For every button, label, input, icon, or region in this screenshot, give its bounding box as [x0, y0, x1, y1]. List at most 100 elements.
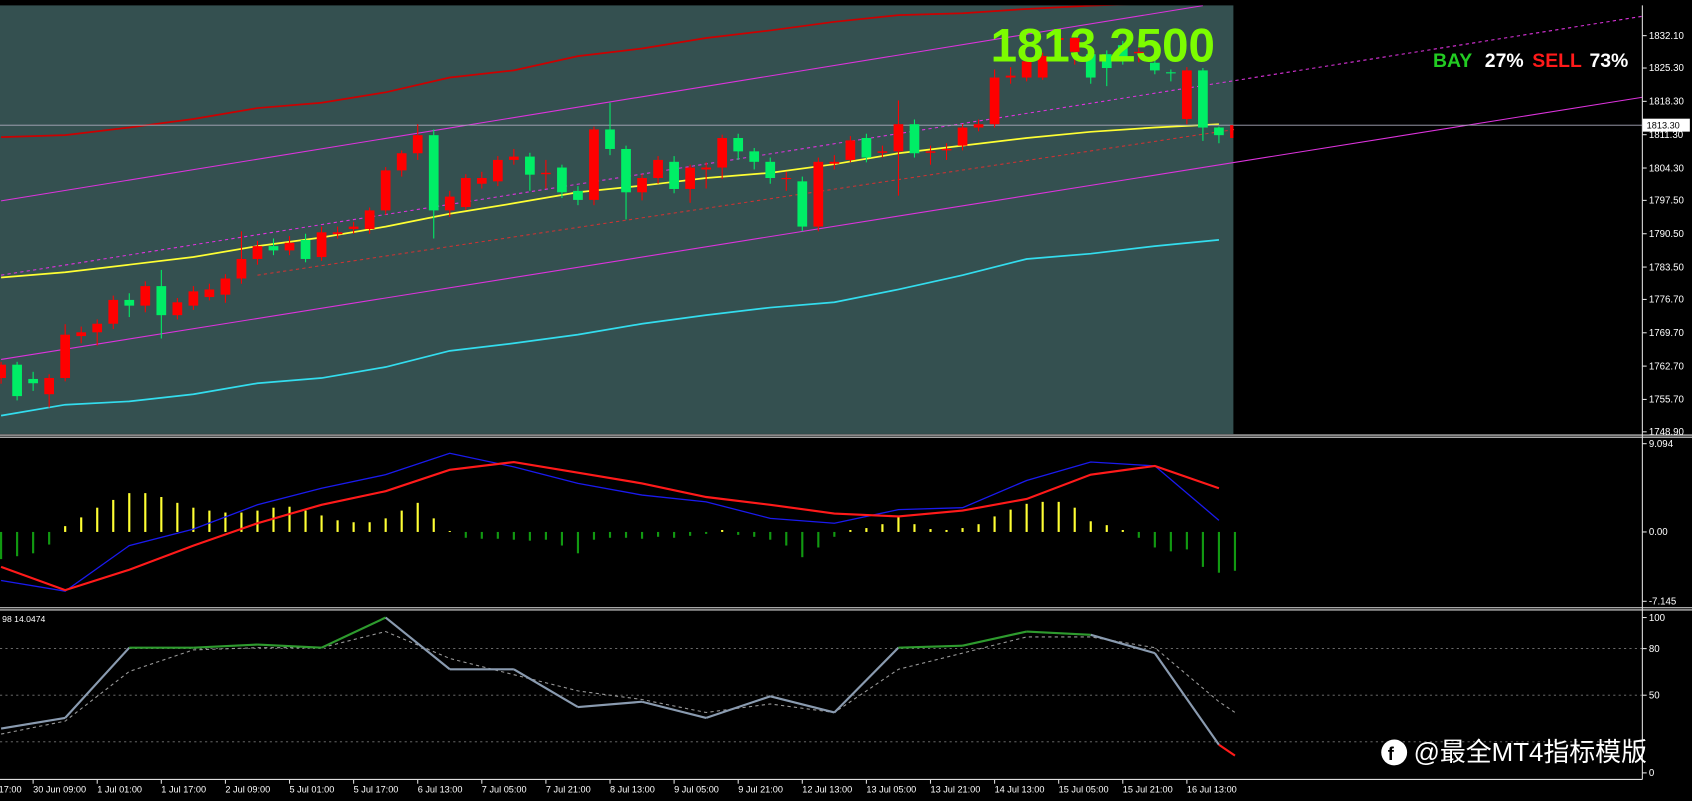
candle-body: [204, 289, 215, 298]
candle-body: [428, 135, 439, 211]
main-panel: 1748.90 1755.70 1762.70 1769.70 1776.70 1783.…: [0, 5, 1690, 438]
candle-body: [781, 178, 792, 180]
stochastic-segment: [1090, 633, 1156, 655]
candle-body: [717, 138, 728, 168]
candle-body: [220, 278, 231, 295]
x-tick-label: 12 Jul 13:00: [802, 784, 852, 794]
y-tick-label: 1769.70: [1649, 328, 1685, 339]
candle-body: [76, 332, 87, 337]
candle-body: [877, 151, 888, 153]
x-tick-label: 5 Jul 01:00: [290, 784, 335, 794]
candle-body: [1037, 56, 1048, 78]
candle-body: [957, 127, 968, 146]
candle-body: [284, 242, 295, 251]
candle-body: [1053, 38, 1064, 40]
candle-body: [925, 151, 936, 153]
candle-body: [92, 323, 103, 333]
sell-label: SELL: [1532, 50, 1582, 72]
stochastic-label: 98 14.0474: [2, 614, 45, 624]
candle-body: [941, 148, 952, 151]
candle-body: [156, 286, 167, 316]
watermark-logo-mark: f: [1388, 743, 1395, 764]
y-tick-label: 1811.30: [1649, 130, 1684, 141]
stochastic-segment: [833, 646, 900, 714]
candle-body: [412, 135, 423, 154]
y-tick-label: 100: [1649, 613, 1666, 624]
candle-body: [909, 124, 920, 154]
bay-label: BAY: [1433, 50, 1472, 72]
candle-body: [861, 138, 872, 158]
stochastic-segment: [1153, 652, 1220, 746]
candle-body: [1021, 61, 1032, 78]
candle-body: [60, 334, 71, 379]
candle-body: [509, 156, 519, 160]
candle-body: [669, 161, 679, 189]
price-banner: 1813.2500: [991, 20, 1215, 73]
candle-body: [685, 167, 695, 189]
band-line: [0, 239, 1220, 417]
candle-body: [444, 196, 455, 211]
candles: [0, 28, 1234, 408]
y-tick-label: 1762.70: [1649, 361, 1685, 372]
y-tick-label: 80: [1649, 644, 1660, 655]
x-tick-label: 13 Jul 05:00: [866, 784, 916, 794]
x-tick-label: 8 Jul 13:00: [610, 784, 655, 794]
candle-body: [1117, 45, 1128, 60]
candle-body: [28, 378, 38, 384]
y-tick-label: 1783.50: [1649, 262, 1685, 273]
candle-body: [1214, 127, 1224, 136]
y-tick-label: 1748.90: [1649, 427, 1685, 438]
y-tick-label: 1832.10: [1649, 31, 1685, 42]
axes: [0, 5, 1692, 780]
macd-panel: -7.145 0.00 9.094: [0, 439, 1676, 608]
candle-body: [1230, 125, 1234, 139]
candle-body: [541, 172, 551, 175]
stochastic-segment: [705, 695, 771, 719]
x-tick-label: 7 Jul 21:00: [546, 784, 591, 794]
candle-body: [476, 178, 487, 184]
stochastic-segment: [0, 716, 66, 730]
candle-body: [348, 226, 359, 229]
y-tick-label: 1790.50: [1649, 229, 1685, 240]
x-tick-label: 6 Jul 13:00: [418, 784, 463, 794]
candle-body: [813, 161, 824, 227]
stochastic-segment: [769, 695, 835, 714]
y-tick-label: 0.00: [1649, 527, 1668, 538]
candle-body: [12, 364, 22, 397]
candle-body: [749, 151, 760, 162]
x-tick-label: 1 Jul 17:00: [161, 784, 206, 794]
candle-body: [989, 77, 1000, 125]
candle-body: [0, 364, 6, 379]
x-tick-label: 5 Jul 17:00: [354, 784, 399, 794]
candle-body: [1166, 72, 1176, 74]
candle-body: [1005, 75, 1016, 78]
candle-body: [1085, 54, 1096, 78]
candle-body: [188, 291, 199, 306]
sell-percent: 73%: [1589, 50, 1628, 72]
trend-line: [257, 128, 1236, 276]
candle-body: [621, 148, 631, 193]
x-tick-label: 15 Jul 21:00: [1123, 784, 1173, 794]
candle-body: [573, 190, 583, 200]
y-tick-label: 1797.50: [1649, 196, 1685, 207]
y-tick-label: 9.094: [1649, 439, 1674, 450]
candle-body: [396, 153, 407, 171]
x-tick-label: 9 Jul 21:00: [738, 784, 783, 794]
stochastic-panel: 17:00 30 Jun 09:00 1 Jul 01:00 1 Jul 17:00 2…: [0, 613, 1666, 794]
trend-line: [0, 15, 1643, 276]
x-tick-label: 17:00: [0, 784, 22, 794]
x-tick-label: 7 Jul 05:00: [482, 784, 527, 794]
candle-body: [316, 232, 327, 258]
y-tick-label: 1755.70: [1649, 395, 1685, 406]
candle-body: [268, 246, 279, 251]
candle-body: [893, 124, 904, 152]
y-tick-label: 1804.30: [1649, 163, 1685, 174]
trend-line: [0, 5, 1203, 202]
candle-body: [765, 161, 776, 179]
bay-percent: 27%: [1485, 50, 1524, 72]
current-price-box: [1642, 118, 1690, 132]
candle-body: [140, 286, 151, 306]
candle-body: [973, 124, 984, 128]
